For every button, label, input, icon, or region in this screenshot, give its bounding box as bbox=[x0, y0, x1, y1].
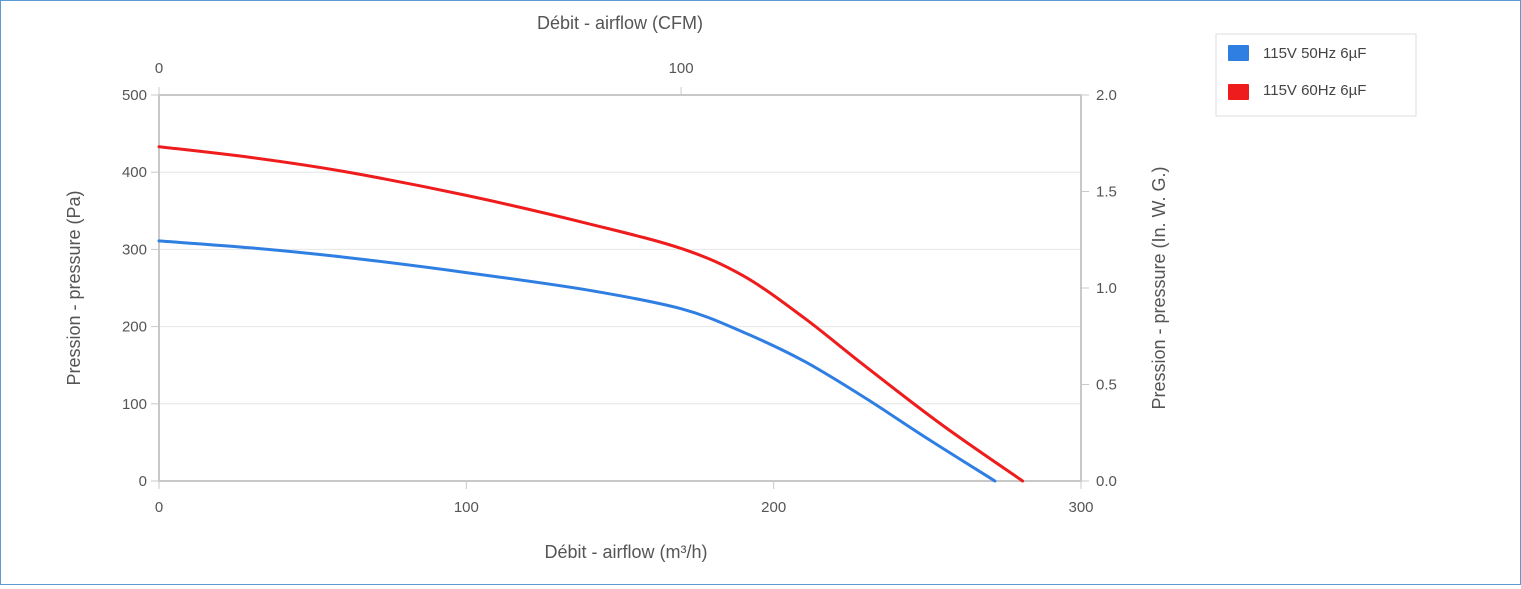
y-right-tick-label: 1.0 bbox=[1096, 280, 1117, 297]
y-left-tick-label: 100 bbox=[122, 396, 147, 413]
legend-swatch-50hz bbox=[1228, 45, 1249, 61]
series-line-0[interactable] bbox=[157, 239, 997, 483]
legend[interactable]: 115V 50Hz 6µF 115V 60Hz 6µF bbox=[1215, 33, 1417, 117]
x-top-tick-label: 0 bbox=[155, 60, 163, 77]
x-top-tick-label: 100 bbox=[669, 60, 694, 77]
y-right-tick-label: 2.0 bbox=[1096, 87, 1117, 104]
plot-area-border bbox=[158, 94, 1082, 482]
legend-swatch-60hz bbox=[1228, 84, 1249, 100]
y-right-tick-label: 0.0 bbox=[1096, 473, 1117, 490]
y-left-tick-label: 300 bbox=[122, 241, 147, 258]
y-left-tick-label: 0 bbox=[139, 473, 147, 490]
y-right-tick-label: 0.5 bbox=[1096, 377, 1117, 394]
y-left-tick-label: 500 bbox=[122, 87, 147, 104]
legend-box bbox=[1215, 33, 1417, 117]
series-lines bbox=[157, 145, 1025, 483]
series-line-1[interactable] bbox=[157, 145, 1025, 483]
y-left-axis-title: Pression - pressure (Pa) bbox=[64, 190, 84, 385]
x-bottom-tick-label: 200 bbox=[761, 499, 786, 516]
x-bottom-axis-title: Débit - airflow (m³/h) bbox=[544, 542, 707, 562]
x-bottom-tick-label: 300 bbox=[1068, 499, 1093, 516]
tick-labels: 0 100 200 300 400 500 0.0 0.5 1.0 1.5 2.0 0 100 200 30… bbox=[122, 60, 1117, 516]
legend-label-50hz: 115V 50Hz 6µF bbox=[1263, 45, 1366, 62]
y-right-axis-title: Pression - pressure (In. W. G.) bbox=[1149, 166, 1169, 409]
legend-label-60hz: 115V 60Hz 6µF bbox=[1263, 82, 1366, 99]
x-bottom-tick-label: 100 bbox=[454, 499, 479, 516]
x-top-axis-title: Débit - airflow (CFM) bbox=[537, 13, 703, 33]
y-right-tick-label: 1.5 bbox=[1096, 184, 1117, 201]
y-left-tick-label: 400 bbox=[122, 164, 147, 181]
grid bbox=[159, 94, 1081, 482]
y-left-tick-label: 200 bbox=[122, 319, 147, 336]
x-bottom-tick-label: 0 bbox=[155, 499, 163, 516]
